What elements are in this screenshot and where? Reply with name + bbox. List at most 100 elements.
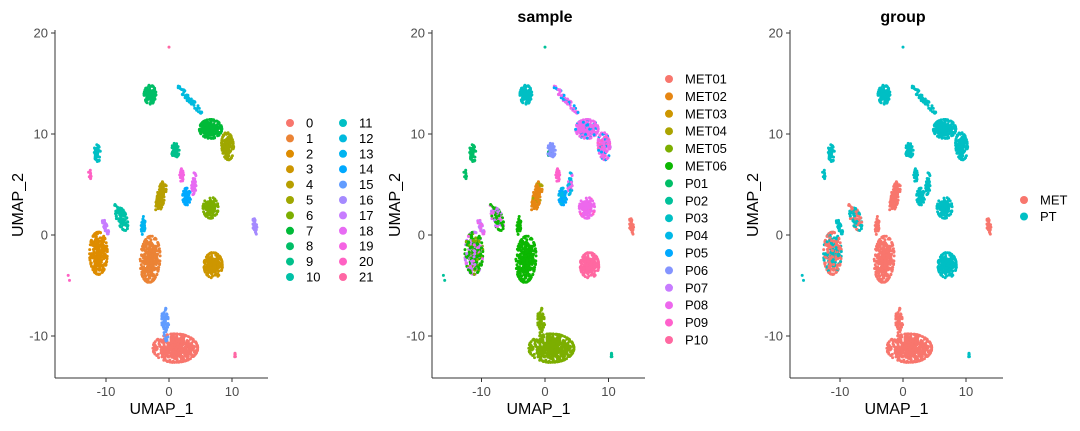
data-point bbox=[524, 242, 527, 245]
data-point bbox=[89, 171, 92, 174]
legend-key bbox=[339, 258, 347, 266]
data-point bbox=[158, 201, 161, 204]
legend-key bbox=[339, 273, 347, 281]
data-point bbox=[473, 249, 476, 252]
data-point bbox=[548, 332, 551, 335]
data-point bbox=[549, 154, 552, 157]
data-point bbox=[103, 254, 106, 257]
data-point bbox=[474, 231, 477, 234]
data-point bbox=[478, 254, 481, 257]
legend-label: 13 bbox=[359, 146, 373, 161]
data-point bbox=[180, 349, 183, 352]
data-point bbox=[531, 354, 534, 357]
data-point bbox=[572, 348, 575, 351]
data-point bbox=[193, 107, 196, 110]
data-point bbox=[254, 228, 257, 231]
data-point bbox=[209, 121, 212, 124]
data-point bbox=[530, 276, 533, 279]
data-point bbox=[150, 264, 153, 267]
data-point bbox=[215, 213, 218, 216]
data-point bbox=[592, 213, 595, 216]
data-point bbox=[187, 193, 190, 196]
data-point bbox=[105, 223, 108, 226]
data-point bbox=[101, 246, 104, 249]
data-point bbox=[518, 268, 521, 271]
data-point bbox=[530, 238, 533, 241]
legend-label: 6 bbox=[306, 208, 313, 223]
data-point bbox=[210, 271, 213, 274]
data-point bbox=[519, 89, 522, 92]
data-point bbox=[521, 267, 524, 270]
data-point bbox=[140, 254, 143, 257]
data-point bbox=[465, 256, 468, 259]
legend-label: 8 bbox=[306, 239, 313, 254]
data-point bbox=[529, 351, 532, 354]
data-point bbox=[157, 270, 160, 273]
data-point bbox=[140, 263, 143, 266]
data-point bbox=[588, 196, 591, 199]
data-point bbox=[588, 258, 591, 261]
data-point bbox=[497, 228, 500, 231]
data-point bbox=[520, 246, 523, 249]
legend-key bbox=[286, 273, 294, 281]
data-point bbox=[208, 212, 211, 215]
legend-key bbox=[286, 165, 294, 173]
data-point bbox=[153, 251, 156, 254]
data-point bbox=[586, 121, 589, 124]
data-point bbox=[156, 258, 159, 261]
data-point bbox=[532, 270, 535, 273]
data-point bbox=[586, 123, 589, 126]
legend-label: 7 bbox=[306, 223, 313, 238]
data-point bbox=[522, 236, 525, 239]
data-point bbox=[99, 236, 102, 239]
legend-label: 19 bbox=[359, 239, 373, 254]
data-point bbox=[151, 347, 154, 350]
legend-label: 5 bbox=[306, 193, 313, 208]
data-point bbox=[151, 235, 154, 238]
data-point bbox=[97, 144, 100, 147]
data-point bbox=[182, 355, 185, 358]
data-point bbox=[96, 239, 99, 242]
data-point bbox=[517, 249, 520, 252]
data-point bbox=[150, 99, 153, 102]
data-point bbox=[210, 217, 213, 220]
y-axis-label: UMAP_2 bbox=[10, 173, 27, 237]
data-point bbox=[252, 223, 255, 226]
data-point bbox=[582, 121, 585, 124]
x-axis-label: UMAP_1 bbox=[129, 401, 193, 418]
data-point bbox=[154, 248, 157, 251]
data-point bbox=[464, 248, 467, 251]
data-point bbox=[591, 269, 594, 272]
data-point bbox=[469, 271, 472, 274]
data-point bbox=[594, 265, 597, 268]
data-point bbox=[593, 275, 596, 278]
data-point bbox=[213, 136, 216, 139]
data-point bbox=[466, 244, 469, 247]
data-point bbox=[221, 138, 224, 141]
data-point bbox=[146, 271, 149, 274]
data-point bbox=[603, 141, 606, 144]
data-point bbox=[212, 266, 215, 269]
data-point bbox=[519, 253, 522, 256]
data-point bbox=[165, 353, 168, 356]
data-point bbox=[524, 89, 527, 92]
data-point bbox=[473, 243, 476, 246]
data-point bbox=[103, 220, 106, 223]
data-point bbox=[205, 133, 208, 136]
data-point bbox=[529, 260, 532, 263]
data-point bbox=[541, 353, 544, 356]
data-point bbox=[578, 135, 581, 138]
data-point bbox=[205, 256, 208, 259]
points-layer bbox=[67, 46, 259, 364]
data-point bbox=[207, 258, 210, 261]
data-point bbox=[535, 254, 538, 257]
data-point bbox=[187, 349, 190, 352]
legend-item: 20 bbox=[339, 254, 373, 269]
data-point bbox=[160, 348, 163, 351]
data-point bbox=[524, 249, 527, 252]
data-point bbox=[146, 259, 149, 262]
data-point bbox=[117, 207, 120, 210]
data-point bbox=[216, 133, 219, 136]
data-point bbox=[106, 230, 109, 233]
data-point bbox=[543, 346, 546, 349]
